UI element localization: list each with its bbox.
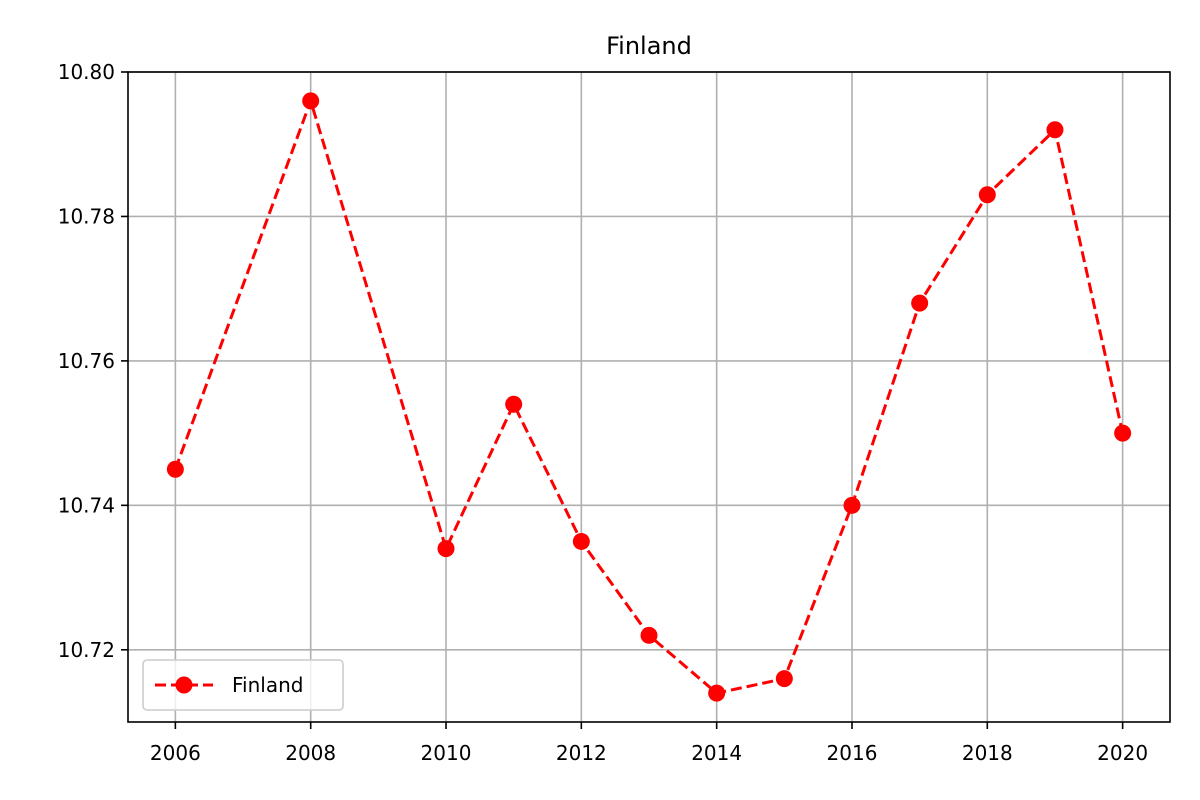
legend-marker <box>175 676 193 694</box>
y-tick-label: 10.74 <box>58 493 115 517</box>
x-tick-label: 2016 <box>827 741 878 765</box>
data-point <box>708 684 726 702</box>
data-point <box>843 496 861 514</box>
data-point <box>437 540 455 558</box>
data-point <box>505 395 523 413</box>
data-point <box>640 626 658 644</box>
legend-box <box>142 659 344 711</box>
legend-label: Finland <box>232 673 303 697</box>
y-tick-label: 10.72 <box>58 638 115 662</box>
data-point <box>911 294 929 312</box>
data-point <box>166 460 184 478</box>
y-tick-label: 10.78 <box>58 204 115 228</box>
data-point <box>1114 424 1132 442</box>
x-tick-label: 2012 <box>556 741 607 765</box>
x-tick-label: 2008 <box>285 741 336 765</box>
legend: Finland <box>142 659 344 711</box>
y-tick-label: 10.76 <box>58 349 115 373</box>
data-point <box>1046 121 1064 139</box>
data-point <box>978 186 996 204</box>
x-tick-label: 2014 <box>691 741 742 765</box>
data-point <box>302 92 320 110</box>
data-point <box>775 670 793 688</box>
series-finland <box>166 92 1132 702</box>
plot-frame <box>127 71 1171 723</box>
axes: 2006 2008 2010 2012 2014 2016 2018 2020 10.72 10.… <box>58 60 1148 765</box>
x-tick-label: 2020 <box>1097 741 1148 765</box>
x-tick-label: 2018 <box>962 741 1013 765</box>
y-tick-label: 10.80 <box>58 60 115 84</box>
data-point <box>572 532 590 550</box>
x-tick-label: 2006 <box>150 741 201 765</box>
chart-title: Finland <box>606 32 692 60</box>
x-tick-label: 2010 <box>421 741 472 765</box>
